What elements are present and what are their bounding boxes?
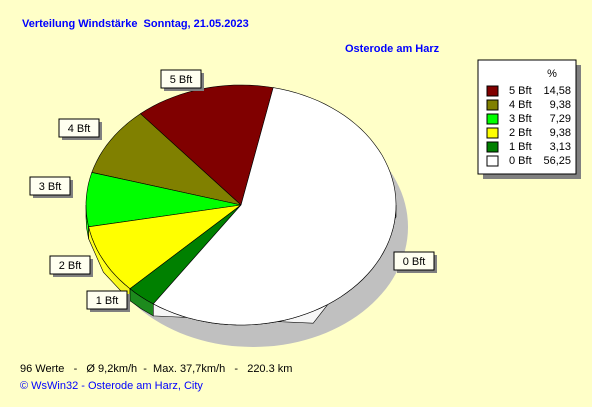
legend-value: 9,38	[550, 99, 571, 111]
footer: 96 Werte - Ø 9,2km/h - Max. 37,7km/h - 2…	[20, 363, 292, 375]
slice-label: 3 Bft	[39, 181, 62, 193]
legend-value: 56,25	[543, 155, 571, 167]
slice-label-box	[29, 176, 71, 196]
legend-swatch	[486, 127, 499, 139]
legend-label: 1 Bft	[509, 141, 532, 153]
chart-subtitle: Osterode am Harz	[345, 43, 440, 55]
slice-label-box	[86, 290, 128, 310]
legend-header: %	[547, 68, 557, 80]
legend-label: 0 Bft	[509, 155, 532, 167]
legend-label: 4 Bft	[509, 99, 532, 111]
legend-value: 9,38	[550, 127, 571, 139]
slice-label-box	[49, 255, 91, 275]
chart-title: Verteilung Windstärke Sonntag, 21.05.202…	[22, 18, 249, 30]
slice-label-box	[393, 251, 435, 271]
slice-label: 2 Bft	[59, 260, 82, 272]
legend-swatch	[486, 99, 499, 111]
pie-slice	[91, 113, 243, 206]
legend-swatch	[486, 141, 499, 153]
pie-slice	[85, 172, 242, 228]
slice-label-box	[160, 69, 202, 89]
legend-label: 3 Bft	[509, 113, 532, 125]
slice-label: 5 Bft	[170, 74, 193, 86]
slice-label-box	[58, 118, 100, 138]
legend-swatch	[486, 85, 499, 97]
slice-label: 1 Bft	[96, 295, 119, 307]
legend-value: 14,58	[543, 85, 571, 97]
credit: © WsWin32 - Osterode am Harz, City	[20, 380, 203, 392]
legend-swatch	[486, 113, 499, 125]
legend-value: 7,29	[550, 113, 571, 125]
legend-value: 3,13	[550, 141, 571, 153]
legend-swatch	[486, 155, 499, 167]
legend-label: 2 Bft	[509, 127, 532, 139]
pie-slice	[88, 204, 242, 290]
slice-label: 4 Bft	[68, 123, 91, 135]
slice-label: 0 Bft	[403, 256, 426, 268]
pie-slice	[152, 87, 397, 326]
legend-label: 5 Bft	[509, 85, 532, 97]
